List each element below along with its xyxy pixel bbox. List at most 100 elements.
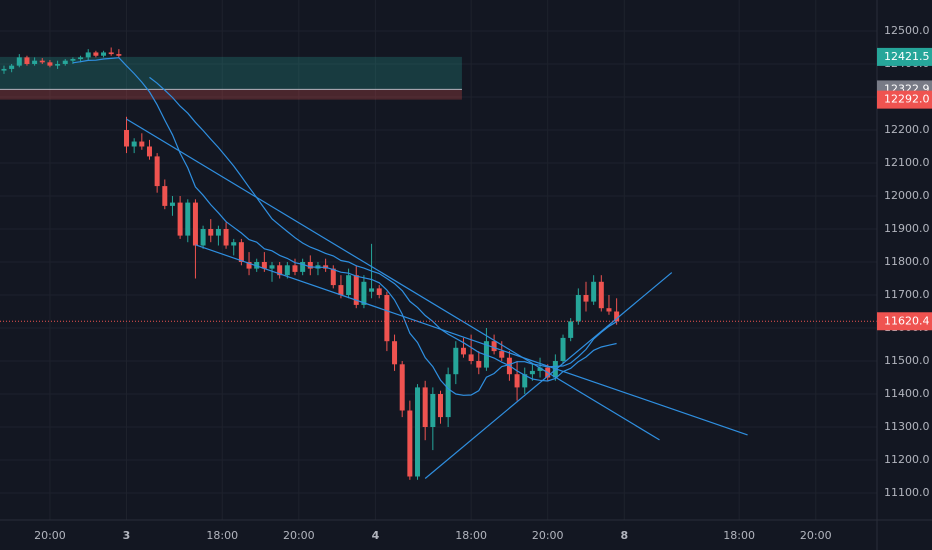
candle-body: [246, 261, 252, 269]
candle-body: [154, 156, 160, 187]
candle-body: [55, 63, 61, 66]
candle-body: [70, 59, 76, 61]
candle-body: [169, 202, 175, 206]
candle-body: [415, 387, 421, 477]
candle-body: [162, 186, 168, 206]
y-tick-label: 12200.0: [884, 123, 930, 136]
candle-body: [16, 57, 22, 66]
candle-body: [185, 202, 191, 236]
price-badge-label: 12292.0: [884, 93, 930, 106]
y-tick-label: 11700.0: [884, 288, 930, 301]
candle-body: [483, 341, 489, 368]
candle-body: [177, 202, 183, 236]
y-tick-label: 11400.0: [884, 387, 930, 400]
x-tick-label: 3: [123, 529, 131, 542]
moving-average: [72, 57, 617, 396]
candle-body: [108, 52, 114, 55]
candle-body: [614, 311, 620, 322]
trendline: [126, 118, 660, 441]
x-tick-label: 20:00: [800, 529, 832, 542]
candle-body: [476, 361, 482, 368]
price-badge-label: 12421.5: [884, 50, 930, 63]
candle-body: [560, 337, 566, 362]
x-tick-label: 20:00: [34, 529, 66, 542]
price-badge: [877, 312, 932, 331]
candle-body: [338, 285, 344, 295]
candle-body: [139, 141, 145, 147]
candle-body: [407, 410, 413, 477]
y-tick-label: 11300.0: [884, 420, 930, 433]
candle-body: [9, 65, 15, 69]
y-tick-label: 12500.0: [884, 24, 930, 37]
candle-body: [514, 374, 520, 388]
y-tick-label: 11800.0: [884, 255, 930, 268]
candle-body: [192, 202, 198, 246]
candle-body: [78, 57, 84, 60]
candle-body: [346, 275, 352, 295]
candle-body: [32, 60, 38, 64]
candle-body: [39, 60, 45, 63]
candle-body: [499, 351, 505, 358]
price-badge: [877, 90, 932, 109]
candle-body: [231, 242, 237, 246]
target-zone: [0, 56, 462, 90]
candle-body: [453, 347, 459, 375]
x-tick-label: 20:00: [283, 529, 315, 542]
candle-body: [124, 129, 130, 147]
y-tick-label: 12100.0: [884, 156, 930, 169]
x-tick-label: 20:00: [532, 529, 564, 542]
candle-body: [430, 394, 436, 428]
trendline: [195, 244, 748, 436]
candle-body: [522, 374, 528, 388]
candle-body: [445, 374, 451, 418]
candle-body: [93, 52, 99, 56]
candle-body: [392, 341, 398, 365]
y-tick-label: 11200.0: [884, 453, 930, 466]
candle-body: [399, 364, 405, 411]
axes: 11100.011200.011300.011400.011500.011600…: [34, 24, 932, 542]
candle-body: [307, 261, 313, 269]
y-tick-label: 12000.0: [884, 189, 930, 202]
candle-body: [583, 294, 589, 302]
candle-body: [300, 261, 306, 272]
candle-body: [261, 261, 267, 269]
candle-body: [361, 281, 367, 305]
candle-body: [269, 265, 275, 269]
candle-body: [238, 242, 244, 262]
candle-body: [146, 146, 152, 157]
y-tick-label: 11100.0: [884, 486, 930, 499]
candle-body: [491, 341, 497, 352]
candle-body: [598, 281, 604, 309]
candle-body: [376, 288, 382, 295]
candle-body: [62, 60, 68, 64]
candle-body: [529, 370, 535, 375]
candle-body: [468, 354, 474, 362]
candle-body: [575, 294, 581, 322]
y-tick-label: 11500.0: [884, 354, 930, 367]
price-badge: [877, 47, 932, 66]
trendline: [424, 272, 673, 479]
candle-body: [591, 281, 597, 302]
candle-body: [369, 288, 375, 292]
stop-zone: [0, 89, 462, 100]
candle-body: [537, 367, 543, 371]
candle-body: [568, 321, 574, 338]
candle-body: [606, 308, 612, 312]
x-tick-label: 4: [372, 529, 380, 542]
plot: [0, 47, 877, 480]
candle-body: [101, 52, 107, 56]
candle-body: [24, 57, 30, 64]
candle-body: [1, 68, 7, 71]
candle-body: [422, 387, 428, 428]
candle-body: [384, 294, 390, 342]
candle-body: [208, 228, 214, 236]
grid: [0, 0, 877, 520]
candle-body: [116, 54, 122, 56]
x-tick-label: 8: [620, 529, 628, 542]
moving-average: [149, 76, 617, 382]
candle-body: [292, 265, 298, 272]
candle-body: [353, 275, 359, 305]
